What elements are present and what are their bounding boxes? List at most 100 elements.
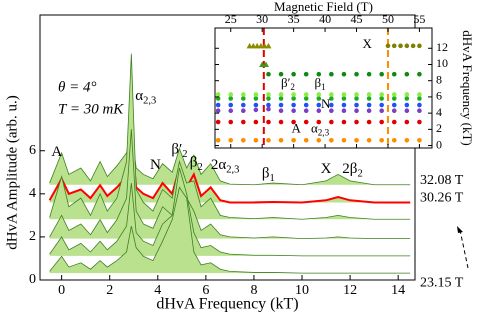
field-arrow-head xyxy=(457,226,463,233)
data-point xyxy=(391,96,397,101)
data-point xyxy=(379,102,384,108)
data-point xyxy=(404,71,410,77)
x-tick-label: 0 xyxy=(58,283,65,298)
data-point xyxy=(379,92,384,97)
data-point xyxy=(259,61,266,67)
data-point xyxy=(385,43,391,49)
data-point xyxy=(278,71,284,77)
peak-label: α2,3 xyxy=(135,88,156,106)
peak-label-main: X xyxy=(321,162,332,178)
y-tick-label: 6 xyxy=(29,143,36,158)
inset-x-axis-label: Magnetic Field (T) xyxy=(274,0,373,14)
data-point xyxy=(379,119,384,125)
data-point xyxy=(329,137,334,143)
inset-x-tick-label: 55 xyxy=(413,12,425,26)
data-point xyxy=(215,119,221,125)
data-point xyxy=(303,92,309,97)
data-point xyxy=(329,108,334,114)
inset-x-tick-label: 35 xyxy=(288,12,300,26)
data-point xyxy=(417,71,422,77)
data-point xyxy=(215,137,221,143)
x-tick-label: 12 xyxy=(343,283,357,298)
inset-y-tick-label: 4 xyxy=(436,105,442,119)
data-point xyxy=(316,102,322,108)
trace-line xyxy=(49,186,411,274)
data-point xyxy=(228,108,234,114)
data-point xyxy=(391,137,397,143)
inset-y-tick-label: 10 xyxy=(436,56,448,70)
peak-label-main: N xyxy=(150,157,161,173)
x-tick-label: 4 xyxy=(154,283,161,298)
inset-y-tick-label: 12 xyxy=(436,40,448,54)
data-point xyxy=(316,137,322,143)
data-point xyxy=(266,106,271,112)
data-point xyxy=(354,96,359,101)
inset-y-tick-label: 2 xyxy=(436,121,442,135)
data-point xyxy=(329,119,334,125)
data-point xyxy=(404,96,410,101)
data-point xyxy=(253,119,259,125)
peak-label-main: 2α xyxy=(211,157,227,173)
trace-fill xyxy=(49,139,411,203)
peak-label-main: A xyxy=(51,144,62,160)
inset-x-tick-label: 50 xyxy=(382,12,394,26)
data-point xyxy=(417,119,422,125)
peak-label-sub: 2 xyxy=(357,169,362,180)
trace-label: 32.08 T xyxy=(420,173,464,188)
data-point xyxy=(266,96,271,101)
data-point xyxy=(291,92,296,97)
x-tick-label: 14 xyxy=(391,283,405,298)
peak-label-main: A xyxy=(291,120,301,135)
data-point xyxy=(316,119,322,125)
data-point xyxy=(329,71,334,77)
peak-label: X xyxy=(321,162,332,178)
peak-label: β′2 xyxy=(171,142,187,160)
data-point xyxy=(291,71,296,77)
data-point xyxy=(254,42,261,49)
data-point xyxy=(278,137,284,143)
data-point xyxy=(241,137,246,143)
peak-label: N xyxy=(321,96,331,111)
data-point xyxy=(215,92,221,97)
data-point xyxy=(278,96,284,101)
data-point xyxy=(246,42,253,49)
data-point xyxy=(404,102,410,108)
peak-label-sub: 2 xyxy=(197,163,202,174)
peak-label: β1 xyxy=(314,75,325,92)
peak-label: α2,3 xyxy=(311,120,330,137)
data-point xyxy=(354,92,359,97)
data-point xyxy=(410,43,416,49)
inset-x-tick-label: 45 xyxy=(351,12,363,26)
data-point xyxy=(278,92,284,97)
data-point xyxy=(391,102,397,108)
data-point xyxy=(404,43,410,49)
x-tick-label: 2 xyxy=(106,283,113,298)
data-point xyxy=(278,102,284,108)
peak-label-sub: 2,3 xyxy=(226,165,239,176)
peak-label-sub: 1 xyxy=(270,173,275,184)
data-point xyxy=(241,96,246,101)
data-point xyxy=(228,102,234,108)
peak-label-sub: 2,3 xyxy=(318,127,330,137)
data-point xyxy=(241,108,246,114)
data-point xyxy=(391,43,397,49)
data-point xyxy=(391,71,397,77)
data-point xyxy=(366,96,372,101)
data-point xyxy=(341,71,347,77)
peak-label: 2β2 xyxy=(342,162,362,180)
data-point xyxy=(278,119,284,125)
inset-y-tick-label: 8 xyxy=(436,72,442,86)
data-point xyxy=(266,119,271,125)
data-point xyxy=(366,119,372,125)
trace-line xyxy=(49,129,411,186)
data-point xyxy=(341,137,347,143)
data-point xyxy=(404,137,410,143)
data-point xyxy=(253,137,259,143)
x-axis-label: dHvA Frequency (kT) xyxy=(156,296,298,313)
data-point xyxy=(417,96,422,101)
data-point xyxy=(354,102,359,108)
data-point xyxy=(303,96,309,101)
data-point xyxy=(253,92,259,97)
inset-x-tick-label: 30 xyxy=(256,12,268,26)
peak-label: A xyxy=(291,120,301,135)
